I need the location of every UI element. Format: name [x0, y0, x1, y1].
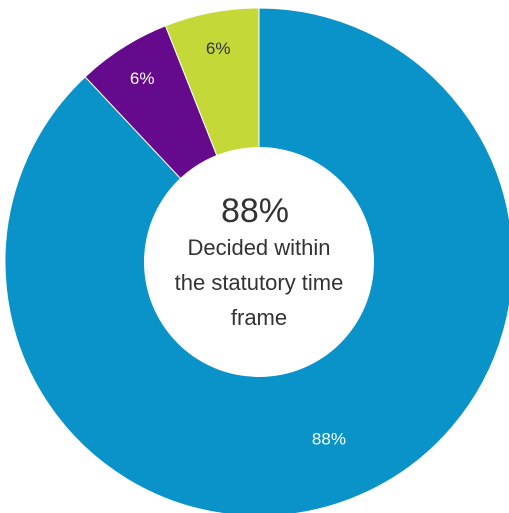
slice-label-3: 6% — [206, 39, 231, 58]
center-text-line-3: frame — [231, 305, 287, 330]
slice-labels: 88% 6% 6% — [130, 39, 346, 449]
slice-label-1: 88% — [312, 430, 346, 449]
center-value: 88% — [221, 192, 289, 230]
slice-label-2: 6% — [130, 69, 155, 88]
donut-hole — [144, 147, 374, 377]
center-text-line-2: the statutory time — [175, 270, 344, 295]
center-text-line-1: Decided within — [187, 235, 330, 260]
